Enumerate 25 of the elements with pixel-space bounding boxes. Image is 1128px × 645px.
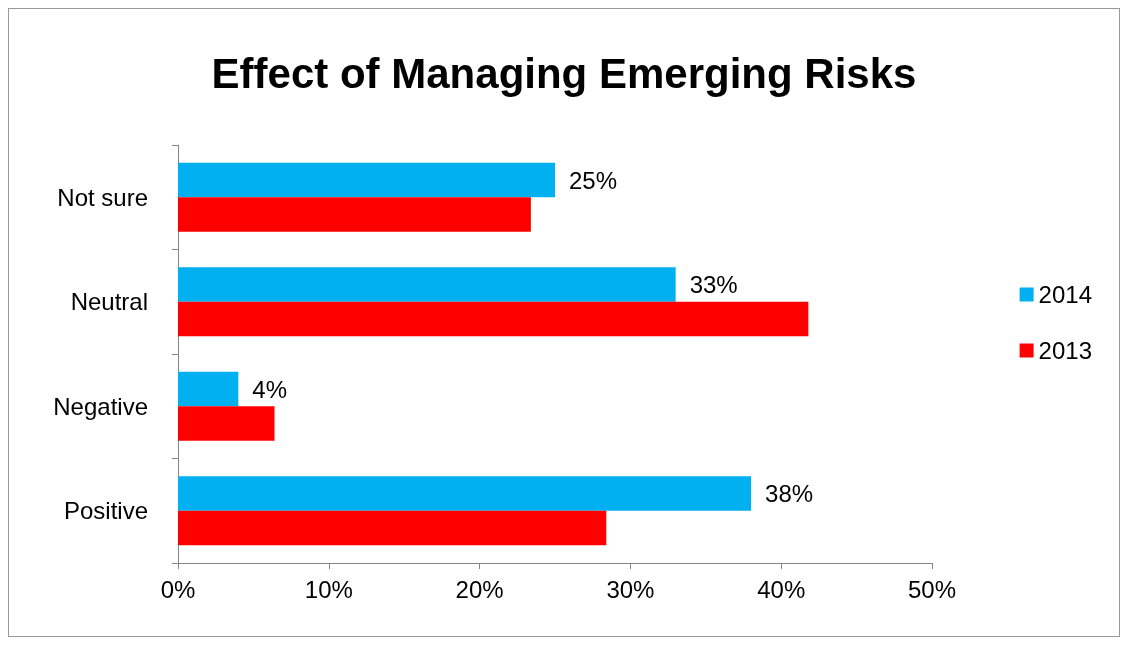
bar	[178, 371, 239, 407]
bar	[178, 162, 555, 198]
y-tick-label: Not sure	[57, 183, 148, 211]
x-tick-label: 50%	[907, 575, 957, 603]
bar	[178, 510, 607, 546]
bar	[178, 267, 676, 302]
y-tick-label: Positive	[63, 497, 148, 525]
y-tick-label: Negative	[53, 392, 148, 420]
x-tick-label: 20%	[455, 575, 504, 603]
x-tick-label: 0%	[160, 575, 196, 603]
bar	[178, 476, 752, 511]
data-label: 4%	[252, 375, 288, 403]
legend-label: 2013	[1038, 337, 1092, 364]
bar	[178, 301, 809, 337]
bar	[178, 406, 275, 441]
y-tick-label: Neutral	[70, 288, 148, 316]
data-label: 38%	[765, 480, 814, 508]
x-tick-label: 40%	[757, 575, 806, 603]
chart-title: Effect of Managing Emerging Risks	[211, 49, 917, 97]
data-label: 33%	[689, 271, 738, 299]
legend-label: 2014	[1038, 281, 1092, 308]
data-label: 25%	[569, 166, 618, 194]
x-tick-label: 30%	[606, 575, 655, 603]
bar	[178, 197, 531, 232]
x-tick-label: 10%	[304, 575, 353, 603]
